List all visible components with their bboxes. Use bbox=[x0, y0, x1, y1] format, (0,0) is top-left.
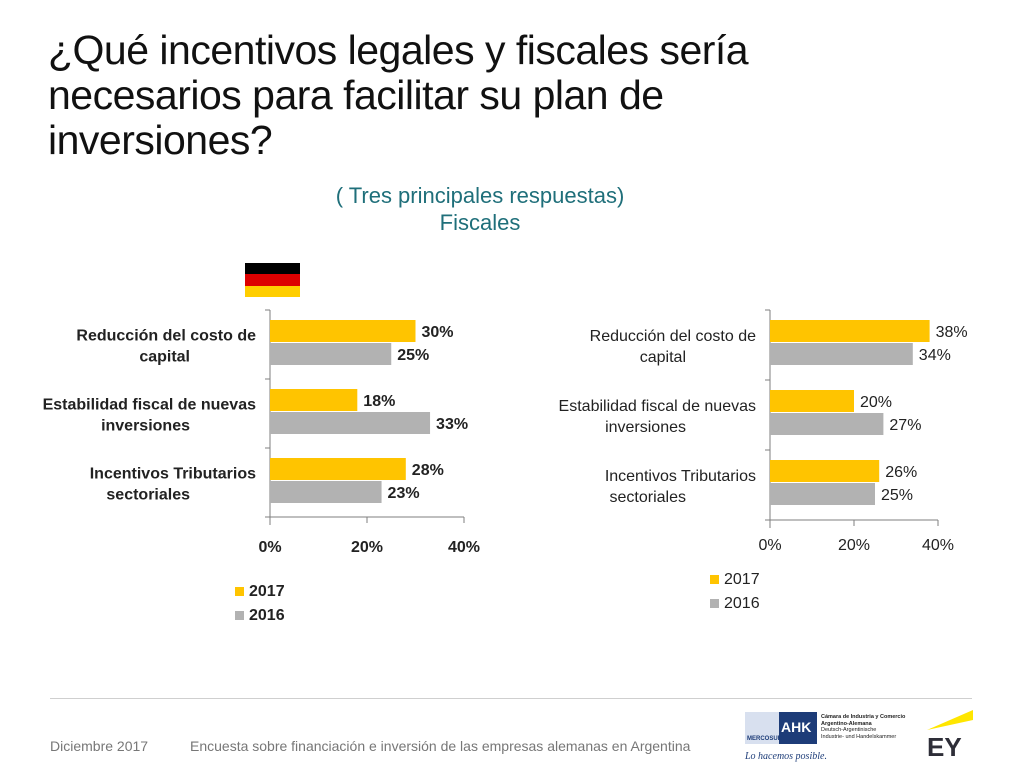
category-label: Incentivos Tributarios sectoriales bbox=[90, 466, 256, 504]
legend-label-2016: 2016 bbox=[724, 595, 760, 612]
ahk-label: AHK bbox=[781, 719, 812, 735]
title-line-3: inversiones? bbox=[48, 117, 273, 163]
category-label: Estabilidad fiscal de nuevas inversiones bbox=[559, 398, 756, 436]
legend-swatch-2017 bbox=[235, 587, 244, 596]
category-label: Reducción del costo de capital bbox=[76, 328, 256, 366]
german-flag-icon bbox=[245, 263, 300, 297]
chart-total: 0% 20% 40% Reducción del costo de capital 38%… bbox=[559, 309, 968, 612]
category-label-line: sectoriales bbox=[106, 487, 190, 504]
ahk-caption-3: Deutsch-Argentinische bbox=[821, 727, 877, 733]
ey-logo: EY bbox=[927, 710, 973, 758]
x-tick-label: 20% bbox=[838, 537, 870, 554]
chart-subtitle: ( Tres principales respuestas) Fiscales bbox=[300, 182, 660, 236]
category-label-line: Incentivos Tributarios bbox=[90, 466, 256, 483]
category-label-line: Estabilidad fiscal de nuevas bbox=[43, 397, 257, 414]
bar-2017 bbox=[770, 390, 854, 412]
legend-swatch-2016 bbox=[710, 599, 719, 608]
category-label-line: Estabilidad fiscal de nuevas bbox=[559, 398, 756, 415]
bar-2016 bbox=[270, 481, 382, 503]
subtitle-line-2: Fiscales bbox=[439, 210, 521, 235]
category-label-line: capital bbox=[139, 349, 190, 366]
data-label-2017: 30% bbox=[422, 324, 454, 341]
subtitle-line-1: ( Tres principales respuestas) bbox=[335, 183, 625, 208]
x-tick-label: 40% bbox=[922, 537, 954, 554]
data-label-2017: 28% bbox=[412, 462, 444, 479]
data-label-2017: 18% bbox=[363, 393, 395, 410]
legend-label-2017: 2017 bbox=[724, 571, 760, 588]
footer-date: Diciembre 2017 bbox=[50, 738, 149, 754]
data-label-2017: 26% bbox=[885, 464, 917, 481]
ahk-caption: Cámara de Industria y Comercio Argentino… bbox=[821, 714, 911, 740]
bar-2016 bbox=[770, 413, 884, 435]
chart-alemania: 0% 20% 40% Reducción del costo de capital 30%… bbox=[43, 309, 480, 624]
category-label: Reducción del costo de capital bbox=[590, 328, 756, 366]
ey-beam-icon bbox=[927, 710, 973, 730]
footer-description: Encuesta sobre financiación e inversión … bbox=[190, 738, 691, 754]
legend-label-2016: 2016 bbox=[249, 607, 285, 624]
category-label-line: Reducción del costo de bbox=[76, 328, 256, 345]
category-label: Estabilidad fiscal de nuevas inversiones bbox=[43, 397, 257, 435]
bar-2016 bbox=[270, 343, 392, 365]
category-label-line: Incentivos Tributarios bbox=[605, 468, 756, 485]
category-label-line: inversiones bbox=[101, 418, 190, 435]
legend-label-2017: 2017 bbox=[249, 583, 285, 600]
page-title: ¿Qué incentivos legales y fiscales sería… bbox=[48, 28, 948, 163]
legend-swatch-2016 bbox=[235, 611, 244, 620]
title-line-2: necesarios para facilitar su plan de bbox=[48, 72, 664, 118]
bar-2017 bbox=[270, 320, 416, 342]
data-label-2017: 20% bbox=[860, 394, 892, 411]
x-tick-label: 0% bbox=[258, 539, 281, 556]
ahk-logo: MERCOSUR AHK Cámara de Industria y Comer… bbox=[745, 710, 905, 765]
ahk-caption-1: Cámara de Industria y Comercio bbox=[821, 714, 906, 720]
category-label-line: capital bbox=[640, 349, 686, 366]
x-tick-label: 40% bbox=[448, 539, 480, 556]
category-label-line: inversiones bbox=[605, 419, 686, 436]
ey-wordmark: EY bbox=[927, 732, 962, 758]
bar-2017 bbox=[770, 320, 930, 342]
data-label-2016: 23% bbox=[388, 485, 420, 502]
data-label-2016: 33% bbox=[436, 416, 468, 433]
category-label-line: sectoriales bbox=[610, 489, 686, 506]
data-label-2016: 34% bbox=[919, 347, 951, 364]
ahk-caption-2: Argentino-Alemana bbox=[821, 720, 872, 727]
bar-2017 bbox=[270, 458, 406, 480]
ahk-slogan: Lo hacemos posible. bbox=[745, 751, 827, 762]
data-label-2016: 27% bbox=[889, 417, 921, 434]
data-label-2017: 38% bbox=[936, 324, 968, 341]
legend-swatch-2017 bbox=[710, 575, 719, 584]
bar-2017 bbox=[270, 389, 358, 411]
bar-2016 bbox=[770, 343, 913, 365]
bar-2016 bbox=[270, 412, 431, 434]
mercosur-label: MERCOSUR bbox=[747, 736, 783, 742]
data-label-2016: 25% bbox=[881, 487, 913, 504]
x-tick-label: 20% bbox=[351, 539, 383, 556]
footer-divider bbox=[50, 698, 972, 699]
title-line-1: ¿Qué incentivos legales y fiscales sería bbox=[48, 27, 749, 73]
ahk-caption-4: Industrie- und Handelskammer bbox=[821, 733, 897, 740]
bar-2017 bbox=[770, 460, 880, 482]
data-label-2016: 25% bbox=[397, 347, 429, 364]
x-tick-label: 0% bbox=[758, 537, 781, 554]
category-label-line: Reducción del costo de bbox=[590, 328, 756, 345]
bar-2016 bbox=[770, 483, 875, 505]
category-label: Incentivos Tributarios sectoriales bbox=[605, 468, 756, 506]
